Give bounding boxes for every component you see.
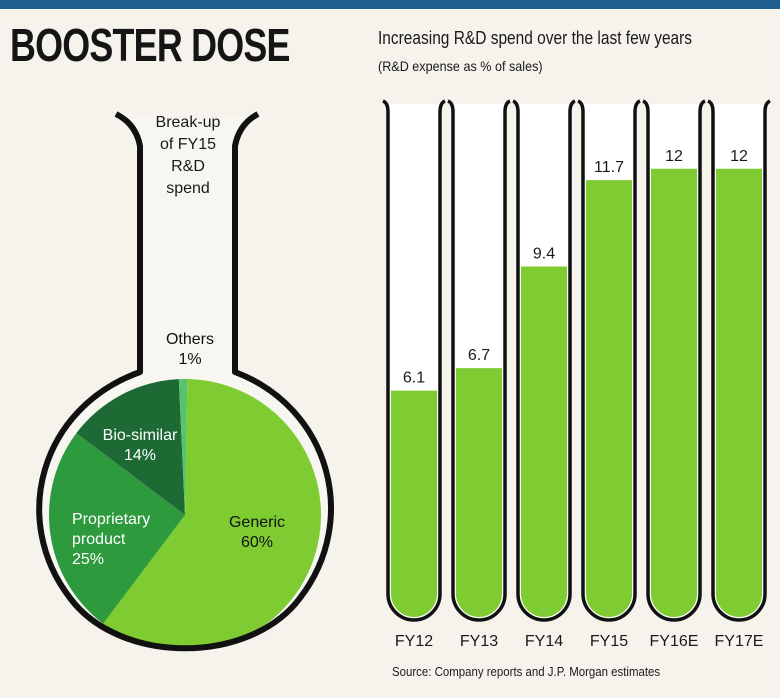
- pie-title-line: of FY15: [160, 136, 216, 153]
- main-title: BOOSTER DOSE: [10, 19, 290, 71]
- tube-outline: [447, 99, 511, 622]
- label-proprietary-value: 25%: [72, 551, 104, 568]
- category-label-fy14: FY14: [525, 633, 563, 650]
- tube-outline: [382, 99, 446, 622]
- label-generic-value: 60%: [241, 534, 273, 551]
- value-label-fy15: 11.7: [594, 159, 624, 176]
- tube-outline: [707, 99, 771, 622]
- bar-fill-fy12: [391, 390, 437, 617]
- label-generic: Generic 60%: [229, 514, 285, 551]
- pie-title-line: R&D: [171, 158, 205, 175]
- test-tube-fy14: 9.4 FY14: [512, 99, 576, 650]
- label-proprietary-text: Proprietary: [72, 511, 150, 528]
- test-tube-fy13: 6.7 FY13: [447, 99, 511, 650]
- category-label-fy13: FY13: [460, 633, 498, 650]
- bar-fill-fy13: [456, 368, 502, 617]
- pie-slice-bio-similar: [76, 379, 185, 515]
- pie-title: Break-up of FY15 R&D spend: [156, 114, 221, 197]
- label-bio-similar-value: 14%: [124, 447, 156, 464]
- pie-slice-others: [178, 379, 188, 515]
- label-generic-text: Generic: [229, 514, 285, 531]
- category-label-fy15: FY15: [590, 633, 628, 650]
- flask-pie-chart: Break-up of FY15 R&D spend Generic 60% Proprie…: [36, 111, 334, 652]
- test-tube-bar-chart: 6.1 FY12 6.7 FY13 9.4 FY14 11.7 FY15 12 FY16E 12 FY…: [382, 99, 771, 650]
- label-others-value: 1%: [178, 351, 201, 368]
- label-others-text: Others: [166, 331, 214, 348]
- bar-fill-fy17e: [716, 168, 762, 618]
- bar-chart-title: Increasing R&D spend over the last few y…: [378, 28, 693, 48]
- value-label-fy13: 6.7: [468, 347, 490, 364]
- value-label-fy12: 6.1: [403, 370, 425, 387]
- bar-fill-fy16e: [651, 168, 697, 618]
- pie-slice-proprietary: [49, 433, 185, 624]
- bar-fill-fy15: [586, 180, 632, 617]
- label-bio-similar-text: Bio-similar: [103, 427, 178, 444]
- tube-outline: [577, 99, 641, 622]
- pie-slice-generic: [103, 379, 322, 652]
- label-proprietary: Proprietary product 25%: [72, 511, 150, 568]
- source-note: Source: Company reports and J.P. Morgan …: [392, 664, 661, 679]
- test-tube-fy12: 6.1 FY12: [382, 99, 446, 650]
- label-bio-similar: Bio-similar 14%: [103, 427, 178, 464]
- category-label-fy12: FY12: [395, 633, 433, 650]
- flask-outline: [36, 111, 334, 652]
- pie-title-line: Break-up: [156, 114, 221, 131]
- category-label-fy16e: FY16E: [650, 633, 699, 650]
- bar-fill-fy14: [521, 266, 567, 617]
- label-proprietary-text: product: [72, 531, 126, 548]
- top-accent-bar: [0, 0, 780, 9]
- test-tube-fy16e: 12 FY16E: [642, 99, 706, 650]
- pie-title-line: spend: [166, 180, 210, 197]
- value-label-fy16e: 12: [665, 148, 683, 165]
- tube-outline: [642, 99, 706, 622]
- tube-outline: [512, 99, 576, 622]
- test-tube-fy17e: 12 FY17E: [707, 99, 771, 650]
- bar-chart-subtitle: (R&D expense as % of sales): [378, 58, 543, 74]
- category-label-fy17e: FY17E: [715, 633, 764, 650]
- value-label-fy14: 9.4: [533, 246, 555, 263]
- label-others: Others 1%: [166, 331, 214, 368]
- value-label-fy17e: 12: [730, 148, 748, 165]
- test-tube-fy15: 11.7 FY15: [577, 99, 641, 650]
